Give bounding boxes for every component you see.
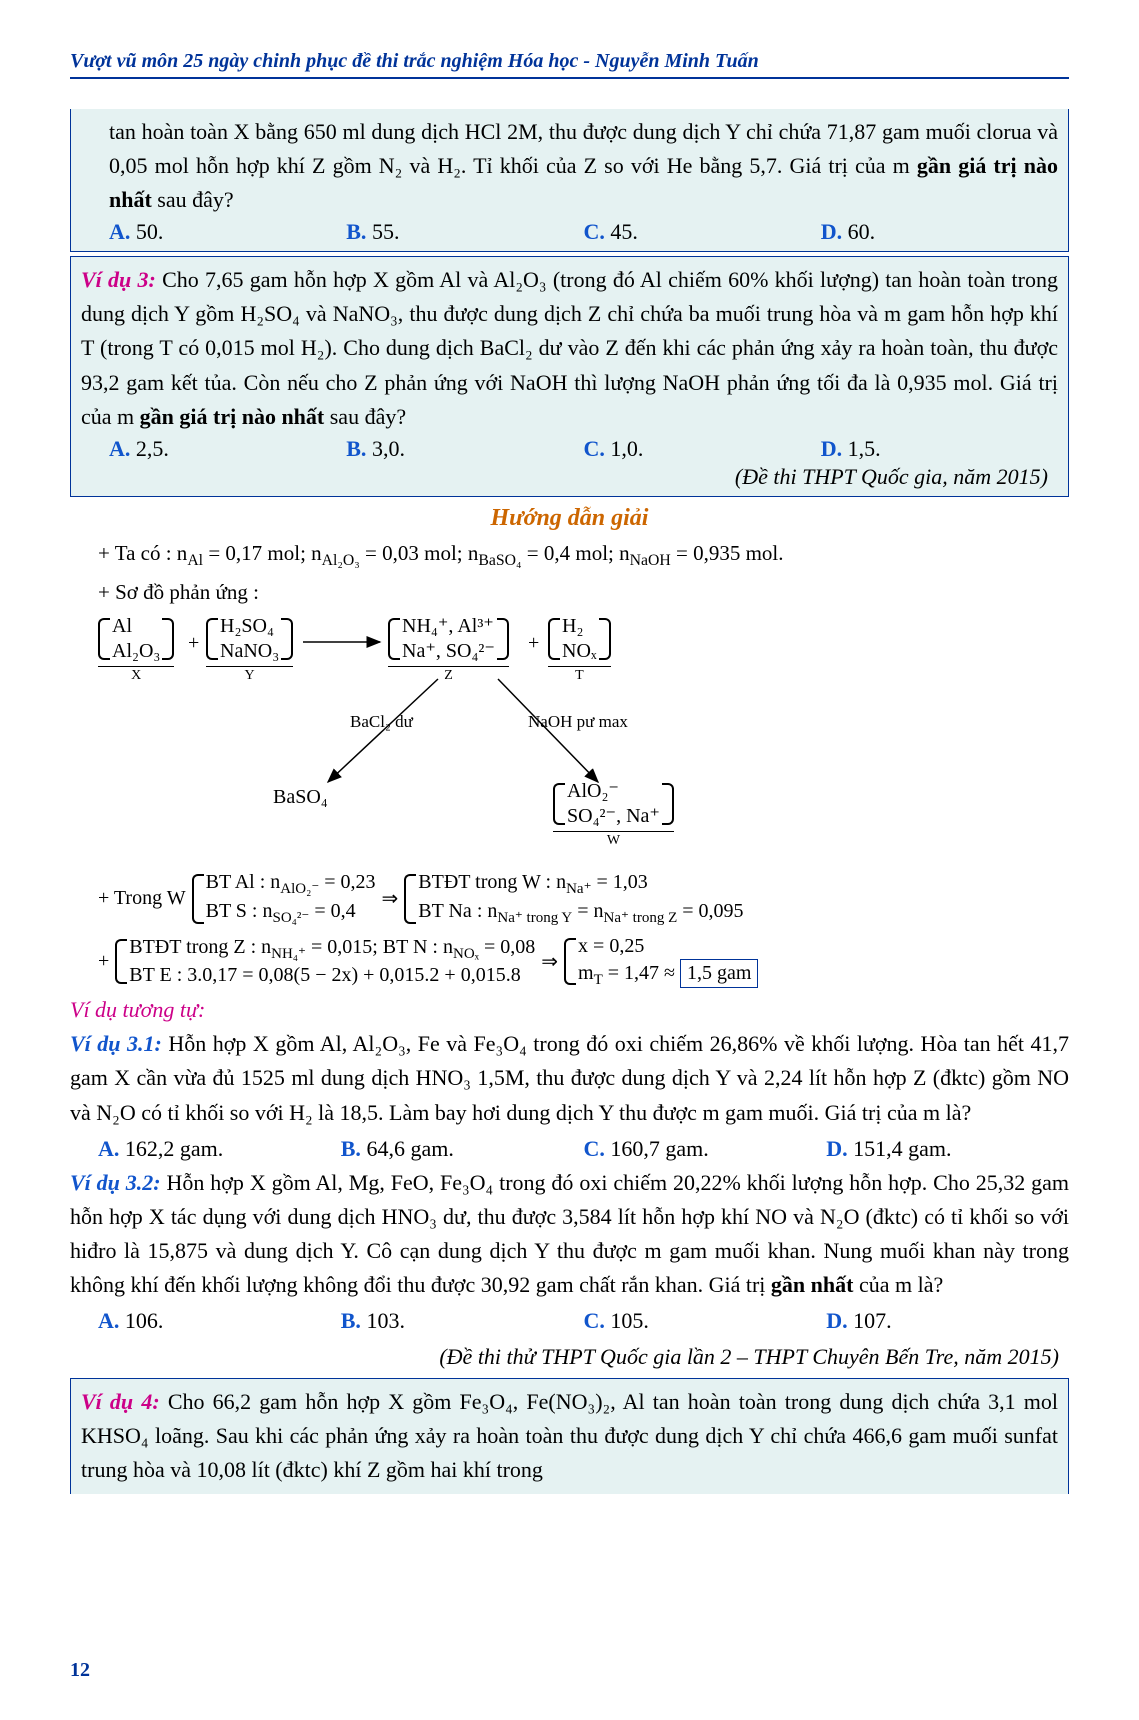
calc-z: + BTĐT trong Z : nNH₄⁺ = 0,015; BT N : n… [98,934,1069,990]
calc-w: + Trong W BT Al : nAlO₂⁻ = 0,23 BT S : n… [98,870,1069,928]
node-w: AlO₂⁻ SO₄²⁻, Na⁺ W [553,779,674,848]
choice-d: D. 107. [826,1304,1069,1338]
running-header: Vượt vũ môn 25 ngày chinh phục đề thi tr… [70,50,1069,79]
reaction-diagram: Al Al₂O₃ X + H₂SO₄ NaNO₃ Y NH₄⁺, Al³⁺ Na… [98,614,1069,864]
example-3-2-source: (Đề thi thử THPT Quốc gia lần 2 – THPT C… [70,1340,1069,1374]
guide-line-1: + Ta có : nAl = 0,17 mol; nAl₂O₃ = 0,03 … [98,538,1069,573]
example-fragment-top: tan hoàn toàn X bằng 650 ml dung dịch HC… [70,109,1069,252]
example-3-text: Ví dụ 3: Cho 7,65 gam hỗn hợp X gồm Al v… [81,263,1058,433]
example-3-label: Ví dụ 3: [81,267,156,292]
choice-a: A. 106. [98,1304,341,1338]
choice-c: C. 160,7 gam. [584,1132,827,1166]
example-3-1-label: Ví dụ 3.1: [70,1031,162,1056]
node-y: H₂SO₄ NaNO₃ Y [206,614,293,683]
node-t: H₂ NOₓ T [548,614,611,683]
example-3-2: Ví dụ 3.2: Hỗn hợp X gồm Al, Mg, FeO, Fe… [70,1166,1069,1375]
node-x: Al Al₂O₃ X [98,614,174,683]
example-3-source: (Đề thi THPT Quốc gia, năm 2015) [81,464,1058,490]
example-3-1: Ví dụ 3.1: Hỗn hợp X gồm Al, Al₂O₃, Fe v… [70,1027,1069,1165]
choice-c: C. 1,0. [584,436,821,462]
example-3-2-label: Ví dụ 3.2: [70,1170,161,1195]
arrow-label-right: NaOH pư max [528,712,628,732]
choice-d: D. 151,4 gam. [826,1132,1069,1166]
choice-a: A. 162,2 gam. [98,1132,341,1166]
choice-b: B. 64,6 gam. [341,1132,584,1166]
choice-c: C. 45. [584,219,821,245]
similar-label: Ví dụ tương tự: [70,997,1069,1023]
choice-a: A. 50. [109,219,346,245]
page-number: 12 [70,1659,90,1682]
choice-a: A. 2,5. [109,436,346,462]
fragment-text: tan hoàn toàn X bằng 650 ml dung dịch HC… [81,115,1058,217]
choice-c: C. 105. [584,1304,827,1338]
example-3-choices: A. 2,5. B. 3,0. C. 1,0. D. 1,5. [81,436,1058,462]
choice-b: B. 103. [341,1304,584,1338]
node-baso4: BaSO₄ [273,786,328,809]
choice-d: D. 1,5. [821,436,1058,462]
fragment-choices: A. 50. B. 55. C. 45. D. 60. [81,219,1058,245]
choice-b: B. 55. [346,219,583,245]
boxed-answer: 1,5 gam [680,959,758,988]
arrow-label-left: BaCl₂ dư [350,712,413,732]
node-z: NH₄⁺, Al³⁺ Na⁺, SO₄²⁻ Z [388,614,509,683]
choice-b: B. 3,0. [346,436,583,462]
choice-d: D. 60. [821,219,1058,245]
example-4-label: Ví dụ 4: [81,1389,160,1414]
guide-title: Hướng dẫn giải [70,505,1069,532]
guide-line-2: + Sơ đồ phản ứng : [98,577,1069,609]
example-3-box: Ví dụ 3: Cho 7,65 gam hỗn hợp X gồm Al v… [70,256,1069,496]
example-4-box: Ví dụ 4: Cho 66,2 gam hỗn hợp X gồm Fe₃O… [70,1378,1069,1493]
